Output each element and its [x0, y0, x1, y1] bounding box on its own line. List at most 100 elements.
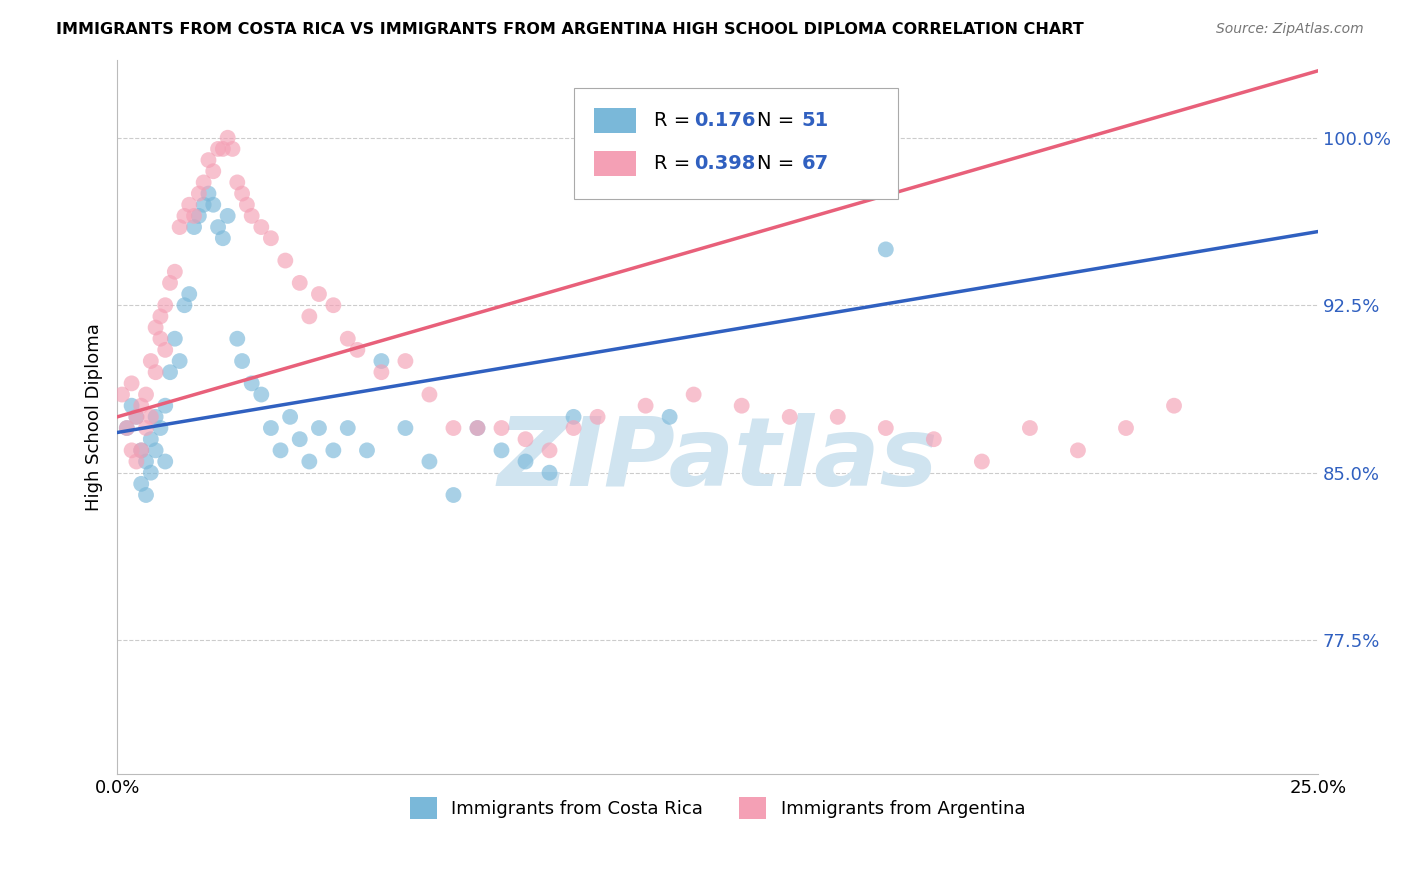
Point: [125, 454, 148, 468]
Point: [145, 409, 167, 424]
Point: [135, 387, 157, 401]
Point: [308, 287, 330, 301]
Text: 67: 67: [801, 153, 830, 173]
Point: [135, 488, 157, 502]
Point: [129, 399, 152, 413]
Point: [270, 443, 292, 458]
Point: [173, 298, 195, 312]
Point: [139, 409, 162, 424]
Point: [356, 443, 378, 458]
Point: [298, 310, 321, 324]
Point: [370, 354, 392, 368]
Point: [155, 399, 177, 413]
Point: [155, 454, 177, 468]
Point: [169, 220, 191, 235]
Point: [394, 421, 416, 435]
Point: [129, 443, 152, 458]
Point: [731, 399, 754, 413]
Point: [779, 409, 801, 424]
Point: [179, 198, 201, 212]
Point: [111, 387, 134, 401]
Point: [173, 209, 195, 223]
Point: [226, 332, 249, 346]
Point: [658, 409, 681, 424]
Point: [187, 209, 209, 223]
Point: [202, 198, 225, 212]
Point: [149, 310, 172, 324]
Point: [121, 399, 143, 413]
Point: [322, 298, 344, 312]
Text: N =: N =: [758, 111, 801, 130]
Text: ZIPatlas: ZIPatlas: [498, 413, 938, 507]
Bar: [593, 108, 636, 133]
Point: [145, 365, 167, 379]
Point: [1019, 421, 1042, 435]
Text: N =: N =: [758, 153, 801, 173]
Point: [217, 209, 239, 223]
Point: [115, 421, 138, 435]
Point: [467, 421, 489, 435]
Point: [443, 421, 465, 435]
Point: [394, 354, 416, 368]
Point: [562, 409, 585, 424]
Bar: [593, 151, 636, 176]
Point: [179, 287, 201, 301]
Point: [217, 130, 239, 145]
Text: R =: R =: [654, 111, 696, 130]
Point: [443, 488, 465, 502]
Point: [193, 175, 215, 189]
Point: [298, 454, 321, 468]
Point: [163, 332, 186, 346]
Point: [121, 443, 143, 458]
Point: [221, 142, 243, 156]
Point: [145, 443, 167, 458]
Text: 0.398: 0.398: [693, 153, 755, 173]
Point: [322, 443, 344, 458]
Point: [274, 253, 297, 268]
Point: [115, 421, 138, 435]
Point: [634, 399, 657, 413]
Point: [418, 387, 440, 401]
Point: [1067, 443, 1090, 458]
Point: [538, 466, 561, 480]
Point: [538, 443, 561, 458]
Point: [250, 387, 273, 401]
Point: [183, 209, 205, 223]
Point: [212, 231, 235, 245]
Point: [240, 376, 263, 391]
Point: [197, 186, 219, 201]
Point: [922, 432, 945, 446]
Point: [139, 466, 162, 480]
Point: [970, 454, 993, 468]
Y-axis label: High School Diploma: High School Diploma: [86, 323, 103, 511]
Point: [346, 343, 368, 357]
Point: [515, 454, 537, 468]
Point: [226, 175, 249, 189]
Point: [260, 421, 283, 435]
Point: [336, 421, 359, 435]
Point: [515, 432, 537, 446]
Point: [149, 421, 172, 435]
Point: [155, 298, 177, 312]
Point: [240, 209, 263, 223]
Point: [250, 220, 273, 235]
Point: [207, 142, 229, 156]
Point: [875, 243, 897, 257]
Point: [207, 220, 229, 235]
Point: [288, 432, 311, 446]
Point: [129, 443, 152, 458]
Text: IMMIGRANTS FROM COSTA RICA VS IMMIGRANTS FROM ARGENTINA HIGH SCHOOL DIPLOMA CORR: IMMIGRANTS FROM COSTA RICA VS IMMIGRANTS…: [56, 22, 1084, 37]
Point: [129, 476, 152, 491]
Point: [370, 365, 392, 379]
Point: [125, 409, 148, 424]
Point: [197, 153, 219, 167]
Point: [236, 198, 259, 212]
Point: [278, 409, 301, 424]
Point: [139, 432, 162, 446]
Text: Source: ZipAtlas.com: Source: ZipAtlas.com: [1216, 22, 1364, 37]
FancyBboxPatch shape: [574, 88, 898, 199]
Point: [183, 220, 205, 235]
Point: [202, 164, 225, 178]
Point: [125, 409, 148, 424]
Point: [121, 376, 143, 391]
